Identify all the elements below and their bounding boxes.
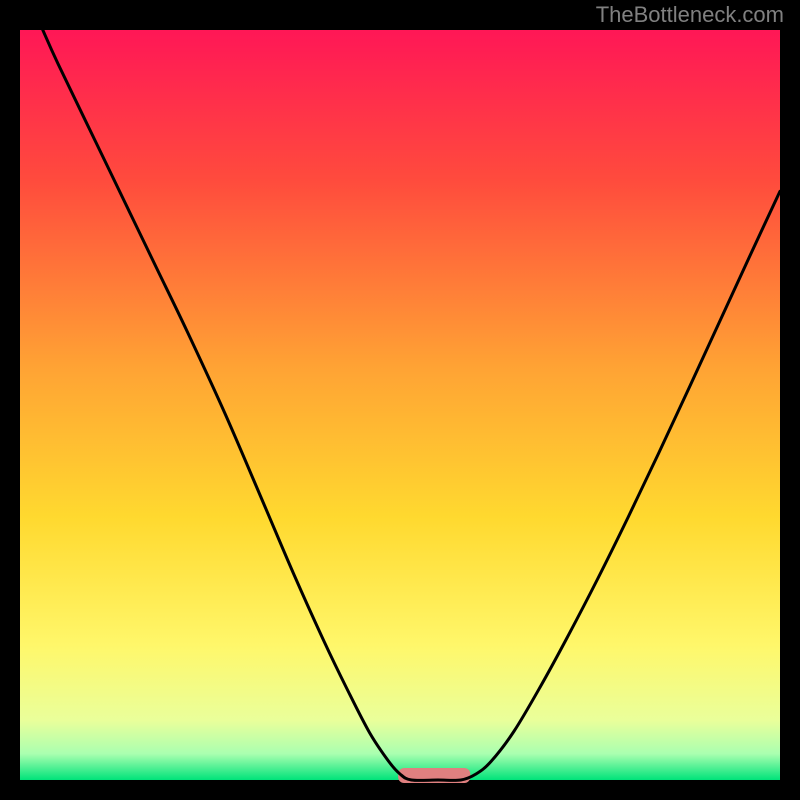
plot-background xyxy=(20,30,780,780)
bottleneck-chart: TheBottleneck.com xyxy=(0,0,800,800)
chart-svg xyxy=(0,0,800,800)
watermark-text: TheBottleneck.com xyxy=(596,2,784,28)
